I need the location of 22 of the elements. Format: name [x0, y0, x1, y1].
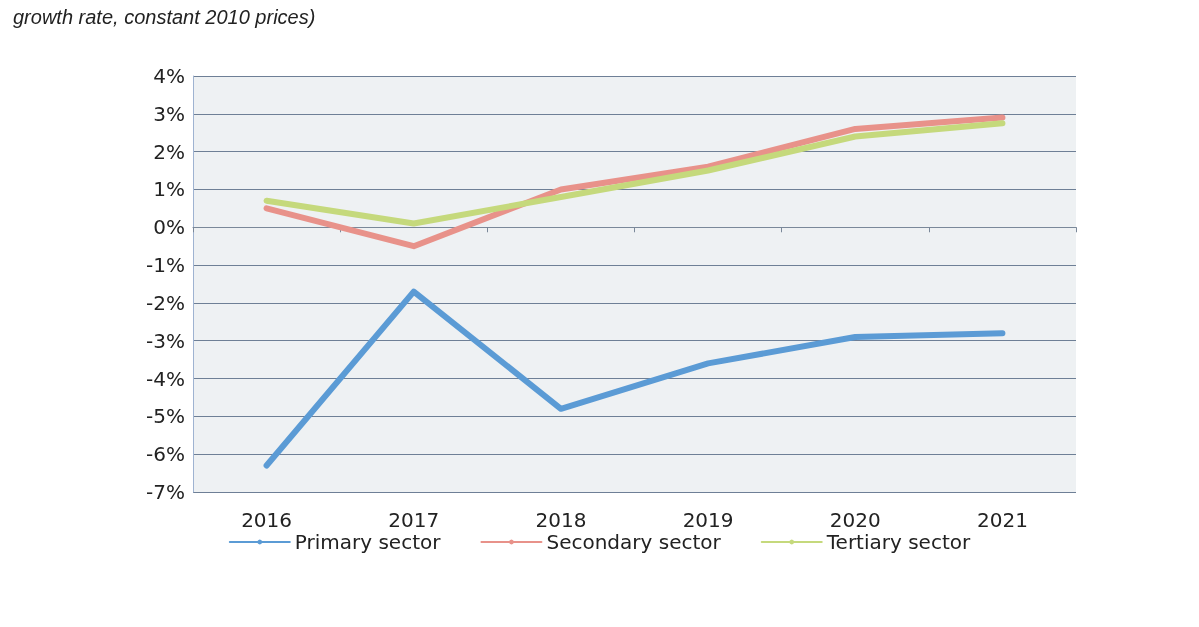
- y-tick-label: -1%: [146, 253, 185, 278]
- y-tick-label: 4%: [153, 64, 185, 88]
- x-tick-label: 2020: [829, 508, 881, 532]
- y-tick-label: -7%: [146, 480, 185, 504]
- y-tick-label: -2%: [146, 290, 185, 315]
- y-tick-label: -6%: [146, 442, 185, 467]
- y-tick-label: 0%: [153, 215, 185, 240]
- x-tick-label: 2019: [682, 508, 734, 532]
- y-tick-label: 1%: [153, 177, 185, 202]
- x-tick-label: 2021: [976, 508, 1028, 532]
- legend-label: Primary sector: [294, 530, 442, 554]
- y-tick-label: -5%: [146, 404, 185, 429]
- chart-title: growth rate, constant 2010 prices): [13, 6, 316, 28]
- y-tick-label: 2%: [153, 139, 185, 164]
- x-tick-label: 2018: [535, 508, 587, 532]
- legend-label: Tertiary sector: [825, 530, 971, 554]
- y-tick-label: -3%: [146, 328, 185, 353]
- y-tick-label: -4%: [146, 366, 185, 391]
- legend-label: Secondary sector: [546, 530, 722, 554]
- x-tick-label: 2016: [241, 508, 293, 532]
- x-tick-label: 2017: [388, 508, 440, 532]
- y-tick-label: 3%: [153, 101, 185, 126]
